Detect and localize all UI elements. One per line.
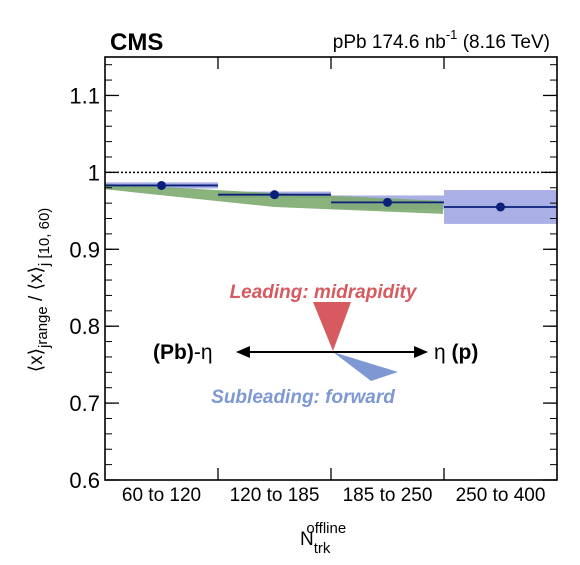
leading-label: Leading: midrapidity	[230, 282, 418, 303]
series-layer	[105, 180, 557, 212]
x-category-label: 250 to 400	[456, 485, 546, 506]
eta-arrow-right	[414, 346, 428, 358]
y-tick-label: 1	[88, 160, 100, 185]
y-tick-label: 0.9	[69, 237, 100, 262]
x-category-label: 185 to 250	[343, 485, 433, 506]
pb-side-label: (Pb)-η	[153, 341, 213, 364]
eta-arrow-left	[236, 346, 250, 358]
x-category-label: 120 to 185	[230, 485, 320, 506]
y-tick-label: 1.1	[69, 83, 100, 108]
inset-diagram: Leading: midrapidity Subleading: forward…	[153, 282, 478, 408]
y-tick-label: 0.8	[69, 314, 100, 339]
p-side-label: η (p)	[434, 341, 478, 364]
plot-frame: 0.6 0.7 0.8 0.9 1 1.1 60 to 120 120 to 185 185 t…	[69, 56, 558, 506]
leading-cone	[313, 302, 351, 351]
data-point	[270, 190, 279, 200]
x-category-label: 60 to 120	[122, 485, 201, 506]
y-tick-label: 0.6	[69, 468, 100, 493]
data-point	[383, 197, 392, 207]
subleading-label: Subleading: forward	[211, 387, 395, 408]
experiment-label: CMS	[110, 29, 163, 56]
data-point	[157, 180, 166, 190]
band-layer	[105, 171, 557, 224]
data-point	[496, 202, 505, 212]
y-tick-label: 0.7	[69, 391, 100, 416]
subleading-cone	[333, 352, 398, 381]
x-axis-label: Ntrkoffline	[300, 520, 346, 557]
y-axis-label: ⟨x⟩jrange / ⟨x⟩j [10, 60)	[26, 208, 53, 373]
system-label: pPb 174.6 nb-1 (8.16 TeV)	[333, 27, 550, 53]
axes-frame	[104, 56, 558, 481]
